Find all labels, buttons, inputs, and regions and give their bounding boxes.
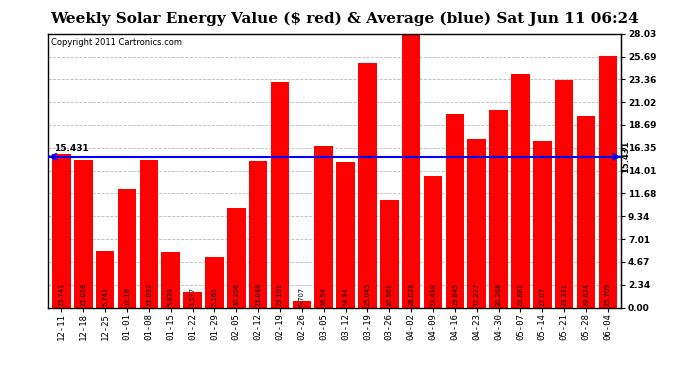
Bar [446, 114, 464, 308]
Text: 17.07: 17.07 [540, 287, 545, 306]
Text: Weekly Solar Energy Value ($ red) & Average (blue) Sat Jun 11 06:24: Weekly Solar Energy Value ($ red) & Aver… [50, 11, 640, 26]
Bar [315, 146, 333, 308]
Text: 23.101: 23.101 [277, 283, 283, 306]
Text: Copyright 2011 Cartronics.com: Copyright 2011 Cartronics.com [51, 38, 182, 47]
Bar [599, 56, 617, 308]
Bar [184, 292, 202, 308]
Bar [577, 116, 595, 308]
Bar [270, 82, 289, 308]
Text: 23.331: 23.331 [561, 283, 567, 306]
Text: 15.058: 15.058 [80, 283, 86, 306]
Bar [52, 154, 70, 308]
Text: 12.18: 12.18 [124, 287, 130, 306]
Text: 19.845: 19.845 [452, 283, 458, 306]
Bar [96, 251, 115, 308]
Text: 0.707: 0.707 [299, 287, 305, 306]
Bar [402, 34, 420, 308]
Text: 19.624: 19.624 [583, 283, 589, 306]
Bar [467, 139, 486, 308]
Text: 10.206: 10.206 [233, 283, 239, 306]
Text: 25.045: 25.045 [364, 283, 371, 306]
Text: 28.028: 28.028 [408, 283, 414, 306]
Bar [205, 257, 224, 307]
Text: 5.639: 5.639 [168, 287, 174, 306]
Text: 16.54: 16.54 [321, 287, 327, 306]
Bar [74, 160, 92, 308]
Bar [336, 162, 355, 308]
Text: 20.268: 20.268 [495, 283, 502, 306]
Text: 15.431: 15.431 [621, 141, 630, 173]
Text: 23.881: 23.881 [518, 283, 524, 306]
Bar [424, 176, 442, 308]
Text: 15.092: 15.092 [146, 283, 152, 306]
Text: 5.165: 5.165 [211, 287, 217, 306]
Bar [293, 301, 311, 307]
Bar [555, 80, 573, 308]
Bar [511, 74, 530, 307]
Text: 15.048: 15.048 [255, 283, 261, 306]
Text: 5.742: 5.742 [102, 287, 108, 306]
Text: 1.577: 1.577 [190, 287, 195, 306]
Text: 14.94: 14.94 [342, 287, 348, 306]
Text: 25.709: 25.709 [605, 283, 611, 306]
Text: 15.741: 15.741 [59, 283, 64, 306]
Bar [533, 141, 551, 308]
Text: 15.431: 15.431 [54, 144, 89, 153]
Text: 10.961: 10.961 [386, 283, 393, 306]
Bar [249, 160, 268, 308]
Bar [489, 110, 508, 308]
Bar [139, 160, 158, 308]
Bar [358, 63, 377, 308]
Bar [118, 189, 137, 308]
Bar [380, 201, 399, 308]
Bar [161, 252, 180, 308]
Text: 13.498: 13.498 [430, 283, 436, 306]
Bar [227, 208, 246, 308]
Text: 17.227: 17.227 [474, 283, 480, 306]
